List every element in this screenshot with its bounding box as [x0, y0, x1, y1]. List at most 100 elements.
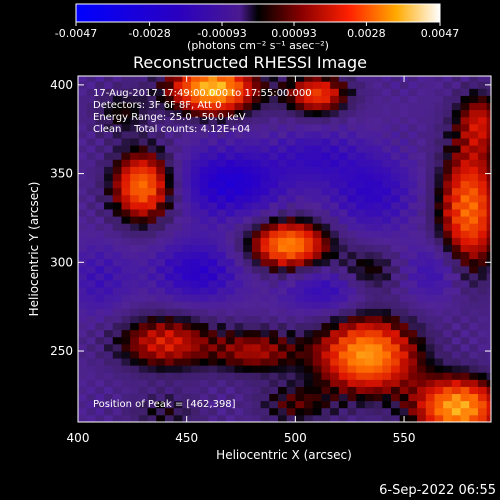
heatmap-cell: [330, 393, 340, 402]
heatmap-cell: [469, 216, 479, 224]
heatmap-cell: [417, 216, 427, 224]
heatmap-cell: [243, 216, 253, 224]
heatmap-cell: [399, 187, 409, 196]
heatmap-cell: [217, 407, 227, 416]
heatmap-cell: [364, 280, 375, 288]
heatmap-cell: [156, 272, 166, 281]
heatmap-cell: [234, 223, 244, 231]
heatmap-cell: [304, 251, 314, 260]
heatmap-cell: [356, 109, 366, 118]
heatmap-cell: [330, 386, 340, 395]
heatmap-cell: [78, 244, 88, 253]
heatmap-cell: [399, 109, 409, 118]
heatmap-cell: [86, 209, 96, 217]
heatmap-cell: [477, 95, 488, 104]
heatmap-cell: [225, 76, 235, 82]
heatmap-cell: [199, 237, 209, 245]
heatmap-cell: [399, 258, 409, 267]
heatmap-cell: [156, 287, 166, 295]
heatmap-cell: [443, 414, 453, 422]
heatmap-cell: [86, 351, 96, 359]
heatmap-image: [78, 76, 491, 422]
heatmap-cell: [443, 230, 453, 238]
heatmap-cell: [147, 138, 157, 146]
heatmap-cell: [217, 258, 227, 267]
heatmap-cell: [373, 329, 383, 338]
heatmap-cell: [295, 358, 305, 366]
heatmap-cell: [338, 301, 348, 309]
heatmap-cell: [347, 294, 357, 302]
heatmap-cell: [286, 343, 296, 352]
heatmap-cell: [112, 393, 122, 402]
heatmap-cell: [217, 287, 227, 295]
heatmap-cell: [417, 294, 427, 302]
heatmap-cell: [330, 159, 340, 167]
heatmap-cell: [251, 358, 261, 366]
heatmap-cell: [286, 216, 296, 224]
heatmap-cell: [208, 372, 218, 380]
heatmap-cell: [199, 223, 209, 231]
heatmap-cell: [147, 393, 157, 402]
heatmap-cell: [364, 223, 375, 231]
heatmap-cell: [164, 272, 175, 281]
heatmap-cell: [191, 351, 201, 359]
heatmap-cell: [469, 386, 479, 395]
heatmap-cell: [95, 379, 105, 387]
heatmap-cell: [156, 166, 166, 174]
heatmap-cell: [199, 280, 209, 288]
heatmap-cell: [251, 272, 261, 281]
heatmap-cell: [286, 258, 296, 267]
heatmap-cell: [286, 230, 296, 238]
heatmap-cell: [130, 244, 140, 253]
heatmap-cell: [138, 201, 148, 210]
heatmap-cell: [434, 343, 444, 352]
heatmap-cell: [330, 173, 340, 182]
heatmap-cell: [173, 336, 183, 345]
heatmap-cell: [312, 400, 322, 409]
heatmap-cell: [208, 244, 218, 253]
heatmap-cell: [191, 131, 201, 139]
heatmap-cell: [321, 166, 331, 174]
heatmap-cell: [286, 379, 296, 387]
heatmap-cell: [312, 308, 322, 316]
heatmap-cell: [86, 81, 96, 89]
heatmap-cell: [408, 152, 418, 160]
heatmap-cell: [138, 116, 148, 125]
heatmap-cell: [173, 216, 183, 224]
heatmap-cell: [86, 76, 96, 82]
heatmap-cell: [286, 301, 296, 309]
heatmap-cell: [95, 294, 105, 302]
heatmap-cell: [182, 138, 192, 146]
heatmap-cell: [191, 166, 201, 174]
heatmap-cell: [260, 272, 270, 281]
heatmap-cell: [277, 216, 288, 224]
heatmap-cell: [112, 272, 122, 281]
heatmap-cell: [147, 173, 157, 182]
heatmap-cell: [138, 223, 148, 231]
heatmap-cell: [382, 223, 392, 231]
heatmap-cell: [277, 280, 288, 288]
annotation-counts: Clean Total counts: 4.12E+04: [93, 124, 250, 135]
heatmap-cell: [251, 287, 261, 295]
heatmap-cell: [304, 400, 314, 409]
heatmap-cell: [364, 294, 375, 302]
heatmap-cell: [373, 230, 383, 238]
heatmap-cell: [338, 166, 348, 174]
heatmap-cell: [364, 180, 375, 189]
heatmap-cell: [173, 88, 183, 96]
heatmap-cell: [434, 294, 444, 302]
heatmap-cell: [260, 358, 270, 366]
heatmap-cell: [260, 258, 270, 267]
heatmap-cell: [225, 322, 235, 331]
heatmap-cell: [78, 138, 88, 146]
heatmap-cell: [164, 351, 175, 359]
heatmap-cell: [451, 109, 461, 118]
heatmap-cell: [86, 180, 96, 189]
heatmap-cell: [382, 301, 392, 309]
heatmap-cell: [338, 258, 348, 267]
heatmap-cell: [277, 343, 288, 352]
heatmap-cell: [138, 365, 148, 373]
heatmap-cell: [130, 400, 140, 409]
heatmap-cell: [434, 272, 444, 281]
heatmap-cell: [243, 272, 253, 281]
